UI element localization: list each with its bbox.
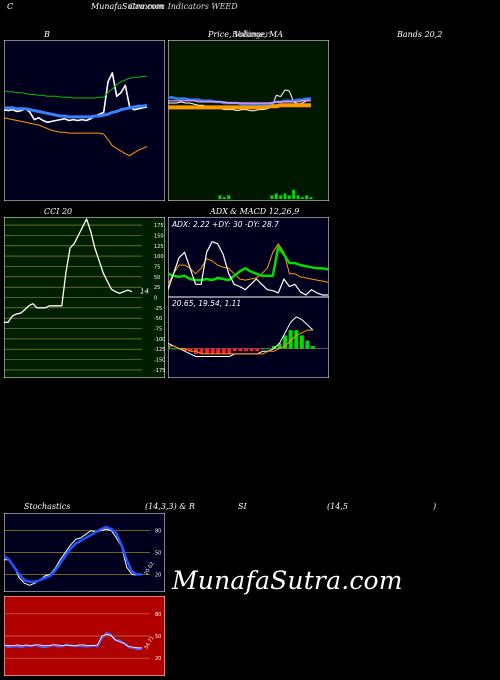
stochastics-tick-label: 50 [155,551,161,557]
cci-tick-label: -100 [154,337,165,343]
cci-tick-label: -75 [154,327,162,333]
volume-bar [283,193,287,199]
macd-histogram-bar [311,346,315,349]
volume-bar [222,197,226,199]
volume-bar [279,195,283,199]
stochastics-tick-label: 20 [155,572,161,578]
macd-histogram-bar [260,348,265,350]
cci-tick-label: -175 [154,368,165,374]
price-volume-ma-3-line [168,100,311,104]
volume-bar [305,195,309,199]
macd-histogram-bar [221,348,226,354]
adx-adx-line [168,243,329,285]
bollinger-b-label: B [44,30,50,39]
volume-bar [218,195,222,199]
adx-macd-chart: ADX: 2.22 +DY: 30 -DY: 28.7 20.65, 19.54… [168,217,329,378]
cci-chart: 175 150 125 100 75 50 25 0 -25 -50 -75 -100 -125 -150… [4,217,165,378]
macd-histogram-bar [255,348,260,352]
macd-histogram-bar [294,330,299,349]
adx-label: ADX [210,207,228,216]
bollinger-chart [4,40,165,201]
cci-tick-label: -150 [154,358,165,364]
volume-bar [274,193,278,199]
macd-histogram-bar [171,348,176,350]
rsi-aux-line [4,634,142,649]
macd-histogram-bar [238,348,243,352]
cci-tick-label: 100 [154,254,164,260]
price-volume-ma-label: Price, Volume, MA [208,30,284,39]
price-volume-ma-1-line [168,103,311,110]
macd-histogram-bar [249,348,254,352]
volume-bar [309,197,313,199]
macd-label: & MACD 12,26,9 [230,207,300,216]
bollinger-overlap-label: Bollinger [232,30,270,39]
macd-histogram-bar [227,348,232,354]
header-left-label: C [7,2,14,11]
rsi-close-label: ) [433,502,437,511]
macd-title: 20.65, 19.54, 1.11 [172,299,241,308]
bollinger-lower-line [4,117,148,157]
cci-line [4,218,133,323]
macd-histogram-bar [199,348,204,354]
cci-tick-label: 0 [154,296,157,302]
volume-bar [300,197,304,199]
macd-histogram-bar [299,335,304,349]
macd-histogram-bar [266,348,271,350]
adx-minus-dy-line [168,241,328,296]
macd-histogram-bar [305,340,310,349]
header-site-label: MunafaSutra.com [91,2,164,11]
price-volume-price-line [168,89,312,112]
macd-histogram-bar [283,335,288,349]
bollinger-middle-line [4,103,148,119]
cci-tick-label: 125 [154,244,164,250]
rsi-tick-label: 50 [155,634,161,640]
cci-label: CCI 20 [44,207,73,216]
macd-histogram-bar [272,346,276,349]
volume-bar [287,195,291,199]
rsi-tick-label: 80 [155,612,161,618]
macd-signal-line [168,329,313,355]
cci-tick-label: -50 [154,316,162,322]
rsi-params-label: (14,5 [327,502,348,511]
stochastics-label: Stochastics [24,502,71,511]
bollinger-bands-label: Bands 20,2 [397,30,443,39]
cci-tick-label: 175 [154,223,164,229]
macd-histogram-bar [277,343,282,349]
macd-histogram-bar [188,348,193,352]
stochastics-params-label: (14,3,3) & R [145,502,195,511]
adx-title: ADX: 2.22 +DY: 30 -DY: 28.7 [171,220,279,229]
bollinger-upper-line [4,75,147,99]
header-overlap-label: Common Indicators WEED [129,2,238,11]
macd-histogram-bar [288,330,293,349]
cci-tick-label: -25 [154,306,162,312]
rsi-tick-label: 20 [155,656,161,662]
macd-histogram-bar [244,348,249,352]
macd-histogram-bar [182,348,187,352]
macd-histogram-bar [232,348,237,352]
cci-tick-label: 25 [154,285,160,291]
volume-bar [270,195,274,199]
stochastics-d-line [4,525,142,583]
cci-tick-label: -125 [154,347,165,353]
macd-histogram-bar [210,348,215,354]
volume-bar [292,190,296,199]
price-volume-ma-chart [168,40,329,201]
stochastics-tick-label: 80 [155,529,161,535]
watermark: MunafaSutra.com [172,566,403,595]
macd-histogram-bar [216,348,221,354]
volume-bar [227,195,231,199]
cci-value-annotation: 14 [140,288,149,296]
cci-tick-label: 50 [154,275,160,281]
macd-histogram-bar [205,348,209,354]
volume-bar [296,195,300,199]
rsi-label: SI [238,502,247,511]
cci-tick-label: 150 [154,234,164,240]
macd-histogram-bar [168,346,170,349]
cci-tick-label: 75 [154,265,160,271]
